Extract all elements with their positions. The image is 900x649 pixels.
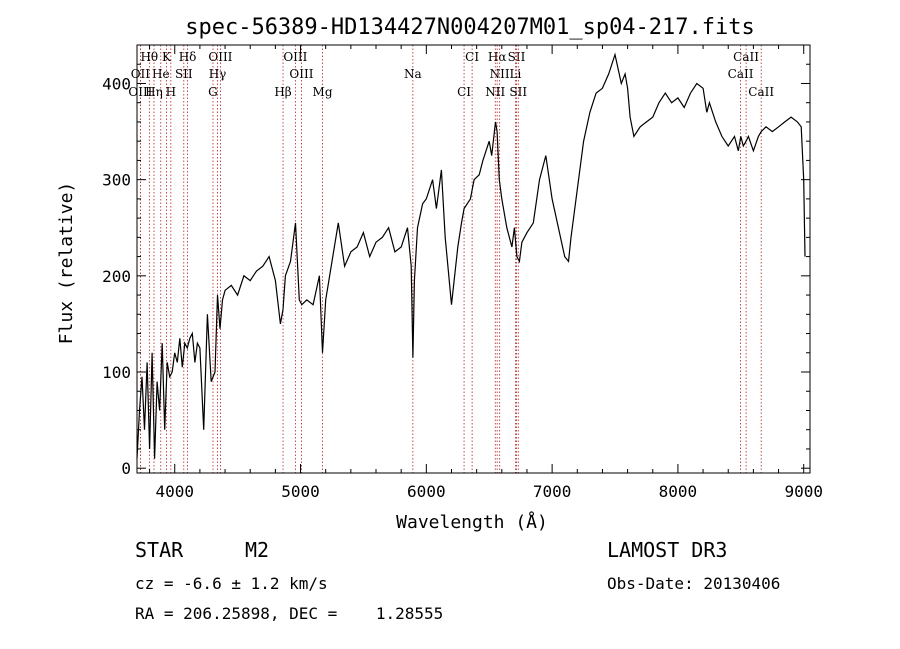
tick-label: 5000 [281, 482, 320, 501]
marker-label: OIII [289, 67, 313, 81]
marker-label: NII [485, 85, 505, 99]
marker-label: Mg [313, 85, 333, 99]
marker-label: OIII [208, 50, 232, 64]
marker-label: CaII [748, 85, 774, 99]
marker-label: Hγ [209, 67, 227, 81]
marker-label: Na [404, 67, 422, 81]
spectrum-line [136, 52, 806, 459]
marker-label: G [208, 85, 218, 99]
marker-label: NII [490, 67, 510, 81]
tick-label: 9000 [784, 482, 823, 501]
marker-label: SII [175, 67, 193, 81]
marker-label: Hθ [140, 50, 158, 64]
chart-title: spec-56389-HD134427N004207M01_sp04-217.f… [185, 15, 755, 40]
tick-label: 200 [102, 267, 131, 286]
marker-label: Hδ [179, 50, 197, 64]
tick-label: 0 [121, 459, 131, 478]
plot-frame [136, 44, 811, 474]
axis-ticks: 4000 5000 6000 7000 8000 9000 0 100 200 300 400 [102, 45, 823, 501]
marker-label: SII [508, 50, 526, 64]
tick-label: 300 [102, 171, 131, 190]
observation-date: Obs-Date: 20130406 [607, 574, 781, 593]
tick-label: 8000 [659, 482, 698, 501]
object-type: STAR [135, 538, 184, 562]
tick-label: 100 [102, 363, 131, 382]
tick-label: 6000 [407, 482, 446, 501]
marker-label: CI [457, 85, 471, 99]
marker-label: Hη [145, 85, 163, 99]
marker-label: OIII [128, 85, 152, 99]
marker-label: SII [509, 85, 527, 99]
marker-label: K [162, 50, 172, 64]
object-subclass: M2 [245, 538, 270, 562]
x-axis-label: Wavelength (Å) [396, 511, 548, 533]
marker-label: Hβ [274, 85, 291, 99]
tick-label: 4000 [155, 482, 194, 501]
radial-velocity: cz = -6.6 ± 1.2 km/s [135, 574, 328, 593]
marker-label: CaII [733, 50, 759, 64]
marker-label: CaII [728, 67, 754, 81]
marker-label: H [166, 85, 176, 99]
tick-label: 7000 [533, 482, 572, 501]
marker-label: Hα [488, 50, 507, 64]
marker-label: Li [509, 67, 521, 81]
coordinates: RA = 206.25898, DEC = 1.28555 [135, 604, 444, 623]
marker-label: He [152, 67, 170, 81]
tick-label: 400 [102, 74, 131, 93]
survey-name: LAMOST DR3 [607, 538, 728, 562]
y-axis-label: Flux (relative) [56, 182, 77, 345]
marker-label: OIII [283, 50, 307, 64]
marker-label: CI [465, 50, 479, 64]
